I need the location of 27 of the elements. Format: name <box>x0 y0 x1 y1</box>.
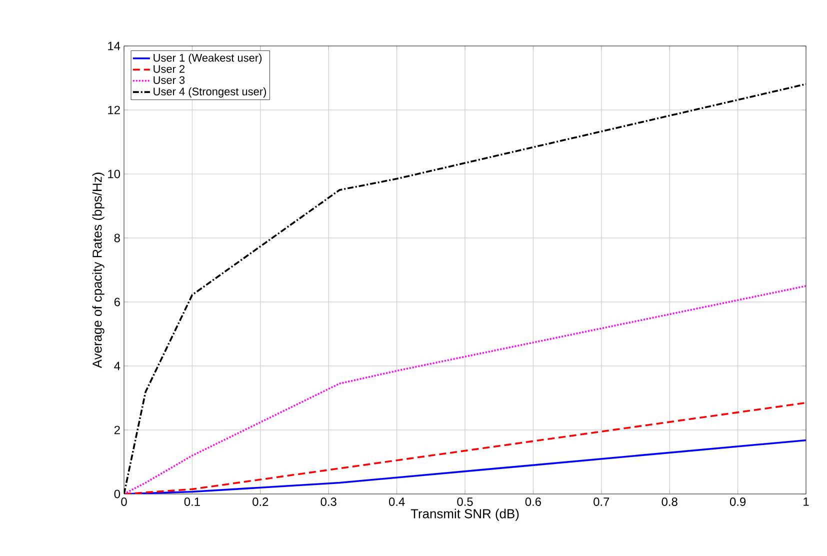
x-tick-label: 0.7 <box>594 498 610 506</box>
x-tick-label: 0 <box>121 498 127 506</box>
y-tick-label: 12 <box>108 106 120 114</box>
y-tick-label: 6 <box>114 298 120 306</box>
y-tick-label: 14 <box>108 42 120 50</box>
line-series <box>124 285 806 494</box>
x-axis-title: Transmit SNR (dB) <box>410 508 519 521</box>
x-tick-label: 1 <box>804 498 809 506</box>
x-tick-label: 0.5 <box>457 498 473 506</box>
legend-label: User 4 (Strongest user) <box>154 87 266 98</box>
y-tick-label: 0 <box>114 490 120 498</box>
y-tick-label: 8 <box>114 234 120 242</box>
x-tick-label: 0.3 <box>320 498 336 506</box>
legend-label: User 3 <box>154 76 185 84</box>
x-tick-label: 0.6 <box>525 498 541 506</box>
y-axis-title: Average of cpacity Rates (bps/Hz) <box>92 172 104 368</box>
y-tick-label: 4 <box>114 362 120 370</box>
x-tick-label: 0.9 <box>730 498 746 506</box>
line-series <box>124 402 806 494</box>
x-tick-label: 0.1 <box>184 498 200 506</box>
legend-label: User 1 (Weakest user) <box>154 54 262 64</box>
x-tick-label: 0.8 <box>662 498 678 506</box>
x-tick-label: 0.2 <box>252 498 268 506</box>
legend-label: User 2 <box>154 65 185 73</box>
x-tick-label: 0.4 <box>388 498 405 506</box>
y-tick-label: 10 <box>108 170 120 178</box>
y-tick-label: 2 <box>114 426 120 434</box>
